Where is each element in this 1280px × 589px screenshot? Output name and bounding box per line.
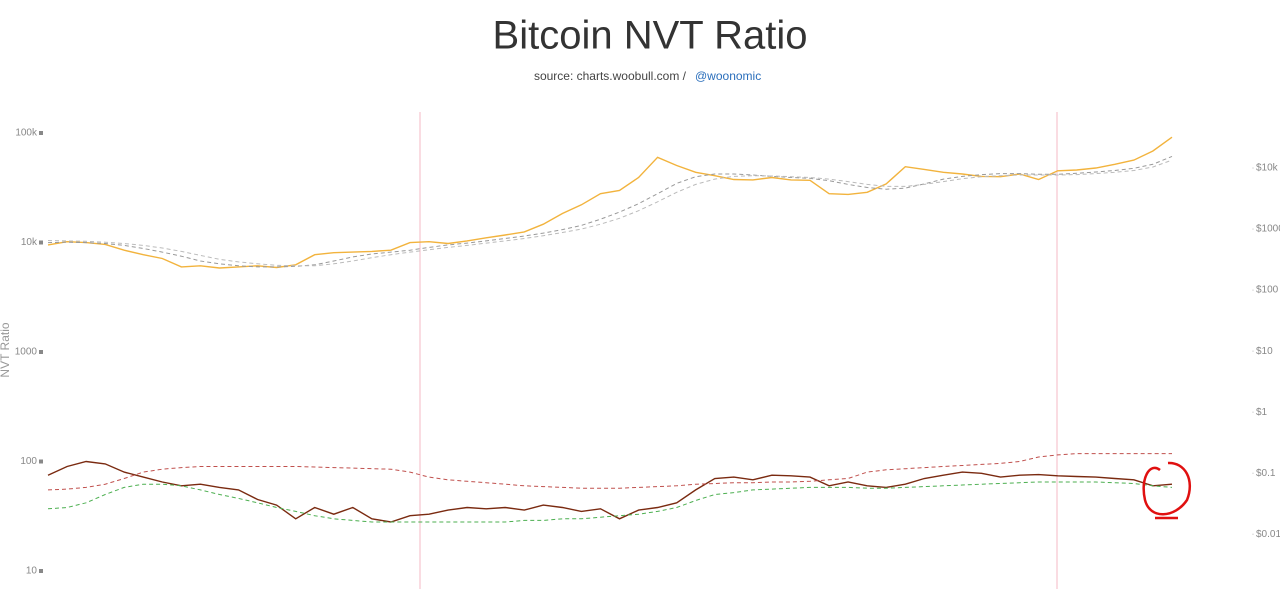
y-tick-label: 1000 xyxy=(15,347,38,358)
chart-title: Bitcoin NVT Ratio xyxy=(493,14,808,58)
chart-subtitle: source: charts.woobull.com / xyxy=(534,69,687,83)
y2-tick-label: $100 xyxy=(1256,285,1279,296)
series-line xyxy=(47,159,1173,267)
y2-tick-label: $10 xyxy=(1256,346,1273,357)
y2-tick-label: $10k xyxy=(1256,163,1279,174)
y2-tick-label: $0.1 xyxy=(1256,468,1276,479)
y2-tick-label: $0.01 xyxy=(1256,529,1280,540)
series-line xyxy=(47,136,1173,269)
y2-tick-label: $1000 xyxy=(1256,224,1280,235)
y-axis-label: NVT Ratio xyxy=(0,322,12,377)
series-line xyxy=(47,481,1173,523)
series-line xyxy=(47,453,1172,491)
subtitle-link[interactable]: @woonomic xyxy=(695,69,761,83)
series-line xyxy=(47,460,1173,523)
annotation-circle xyxy=(1142,461,1192,520)
series-line xyxy=(47,155,1173,268)
y-tick-mark xyxy=(39,240,43,245)
y-tick-label: 100 xyxy=(20,456,37,467)
plot-area: 100k 10k 1000 100 10 $10k $1000 $100 $10 $1 $0.1 $0… xyxy=(15,128,1280,577)
y-tick-mark xyxy=(39,350,43,354)
y2-tick-label: $1 xyxy=(1256,407,1268,418)
y-tick-mark xyxy=(39,131,43,135)
y-tick-label: 10k xyxy=(21,237,38,248)
y-tick-label: 100k xyxy=(15,128,38,139)
y-tick-mark xyxy=(39,459,43,464)
y-tick-label: 10 xyxy=(26,566,38,577)
y-tick-mark xyxy=(39,569,43,573)
